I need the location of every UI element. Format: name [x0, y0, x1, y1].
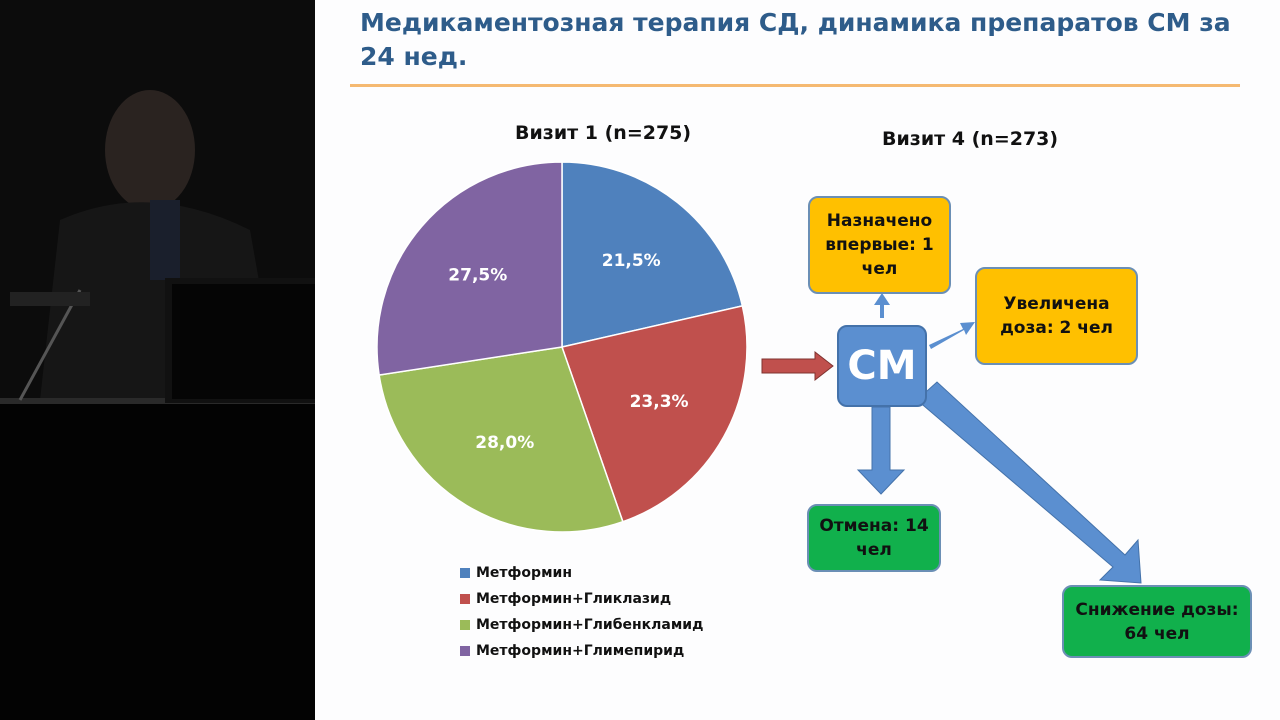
legend-label: Метформин+Глимепирид	[476, 643, 685, 659]
monitor	[165, 278, 315, 403]
arrow-right-up	[929, 322, 975, 349]
arrow-diagonal	[916, 381, 1142, 584]
arrow-down	[856, 406, 906, 495]
legend-swatch	[460, 620, 470, 630]
legend-item-3: Метформин+Глибенкламид	[460, 612, 703, 638]
pie-slice-2	[561, 305, 748, 523]
legend-swatch	[460, 568, 470, 578]
pie-slice-3	[378, 346, 624, 533]
box-dose-decreased: Снижение дозы: 64 чел	[1062, 585, 1252, 658]
visit4-label: Визит 4 (n=273)	[882, 128, 1059, 150]
pie-slice-4	[376, 161, 563, 376]
pie-slice-label-1: 21,5%	[602, 251, 661, 271]
pie-slice-1	[561, 161, 744, 348]
visit1-label: Визит 1 (n=275)	[515, 122, 692, 144]
flow-arrows	[761, 293, 1142, 584]
legend-item-4: Метформин+Глимепирид	[460, 638, 703, 664]
cm-box: СМ	[837, 325, 927, 407]
legend-label: Метформин+Гликлазид	[476, 591, 672, 607]
pie-slice-label-4: 27,5%	[448, 266, 507, 286]
pie-chart: 21,5% 23,3% 28,0% 27,5%	[376, 161, 748, 533]
title-divider	[350, 84, 1240, 87]
box-new-prescription: Назначено впервые: 1 чел	[808, 196, 951, 294]
podium	[0, 398, 315, 720]
arrow-up	[874, 293, 890, 318]
slide-title: Медикаментозная терапия СД, динамика пре…	[360, 8, 1231, 71]
box-dose-increased: Увеличена доза: 2 чел	[975, 267, 1138, 365]
pie-slice-label-3: 28,0%	[475, 433, 534, 453]
legend-swatch	[460, 594, 470, 604]
chart-legend: Метформин Метформин+Гликлазид Метформин+Гл…	[460, 560, 703, 664]
pie-slice-label-2: 23,3%	[630, 392, 689, 412]
red-arrow	[761, 350, 834, 382]
legend-item-1: Метформин	[460, 560, 703, 586]
legend-swatch	[460, 646, 470, 656]
presentation-slide: Медикаментозная терапия СД, динамика пре…	[315, 0, 1280, 720]
legend-label: Метформин+Глибенкламид	[476, 617, 704, 633]
legend-label: Метформин	[476, 565, 572, 581]
box-cancel: Отмена: 14 чел	[807, 504, 941, 572]
legend-item-2: Метформин+Гликлазид	[460, 586, 703, 612]
